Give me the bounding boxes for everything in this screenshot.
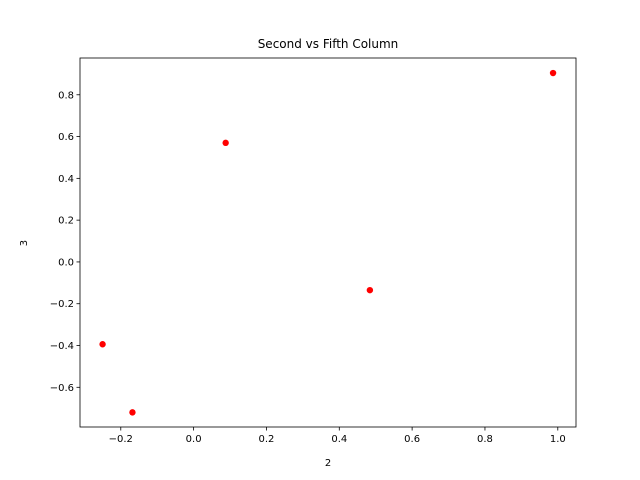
- x-tick-label: −0.2: [109, 434, 133, 445]
- data-point: [99, 341, 106, 348]
- y-axis-title: 3: [19, 240, 30, 246]
- y-tick-label: 0.2: [58, 216, 74, 227]
- y-tick-label: 0.8: [58, 90, 74, 101]
- x-tick-label: 0.8: [477, 434, 493, 445]
- data-point: [366, 286, 374, 294]
- y-tick-label: 0.4: [58, 174, 74, 185]
- axes-frame: [79, 57, 577, 428]
- x-axis-title: 2: [325, 458, 331, 469]
- y-tick-label: −0.2: [50, 299, 74, 310]
- x-tick-label: 0.4: [331, 434, 347, 445]
- data-point: [549, 69, 557, 77]
- y-tick-label: 0.6: [58, 132, 74, 143]
- data-point: [129, 409, 136, 416]
- x-tick-label: 0.2: [259, 434, 275, 445]
- x-tick-label: 1.0: [550, 434, 566, 445]
- y-tick-label: −0.4: [50, 341, 74, 352]
- plot-area: −0.2 0.0 0.2 0.4 0.6 0.8 1.0 −0.6 −0.4 −0.2 0.0 0.2…: [50, 57, 577, 445]
- y-tick-label: 0.0: [58, 257, 74, 268]
- x-tick-label: 0.0: [186, 434, 202, 445]
- data-point: [222, 139, 229, 147]
- x-tick-label: 0.6: [404, 434, 420, 445]
- y-tick-label: −0.6: [50, 383, 74, 394]
- chart-title: Second vs Fifth Column: [258, 37, 399, 51]
